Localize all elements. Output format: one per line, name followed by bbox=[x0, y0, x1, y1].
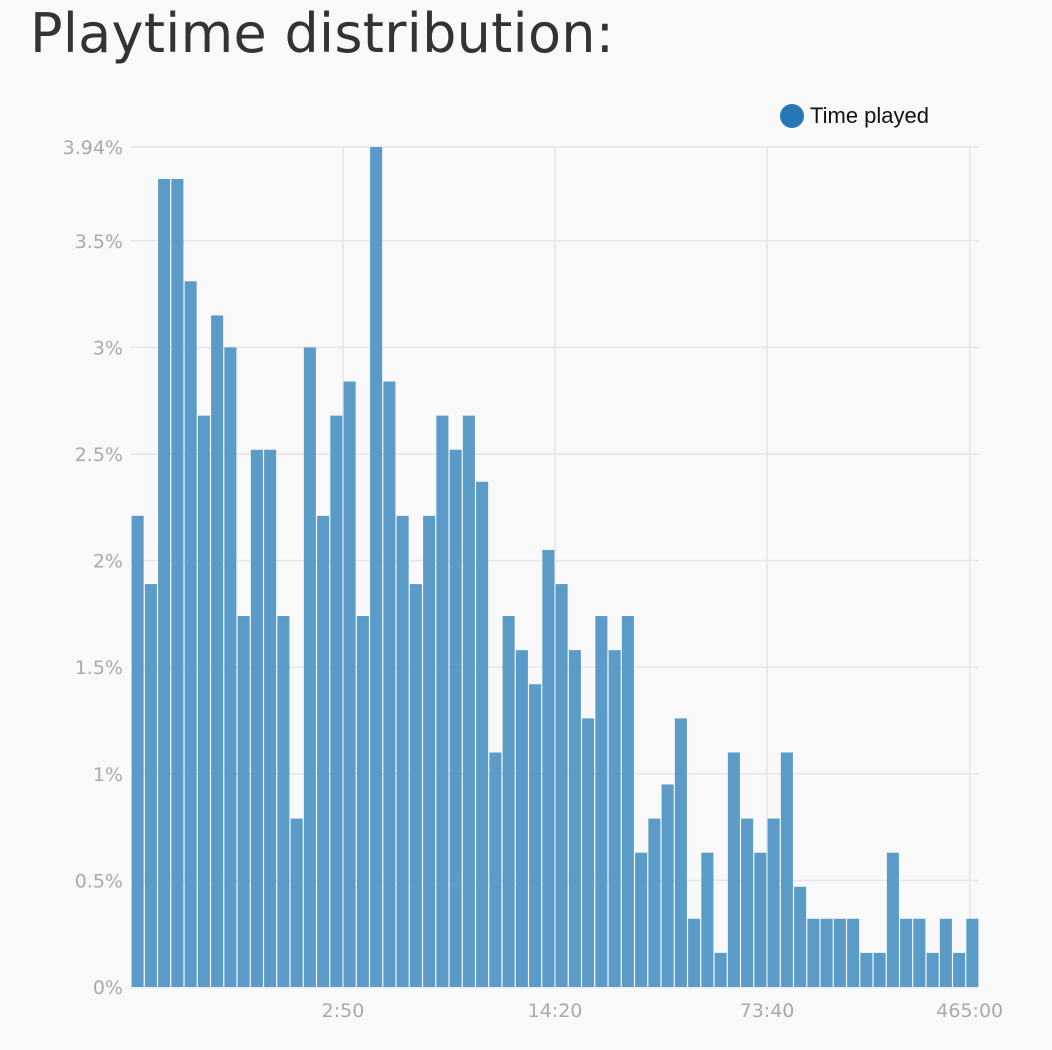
bar[interactable] bbox=[582, 718, 595, 987]
bar[interactable] bbox=[900, 918, 913, 987]
bar[interactable] bbox=[303, 347, 316, 987]
bar[interactable] bbox=[529, 684, 542, 987]
bar[interactable] bbox=[833, 918, 846, 987]
legend-label: Time played bbox=[810, 103, 930, 128]
bar[interactable] bbox=[714, 952, 727, 987]
bar[interactable] bbox=[436, 415, 449, 987]
legend-dot-icon bbox=[780, 104, 804, 128]
x-tick-label: 465:00 bbox=[936, 1000, 1003, 1022]
bar[interactable] bbox=[608, 650, 621, 987]
bar[interactable] bbox=[264, 449, 277, 988]
bar[interactable] bbox=[370, 147, 383, 987]
bar[interactable] bbox=[290, 818, 303, 987]
chart-title: Playtime distribution: bbox=[30, 2, 615, 65]
bar[interactable] bbox=[621, 616, 634, 987]
bar[interactable] bbox=[356, 616, 369, 987]
bar[interactable] bbox=[886, 852, 899, 987]
bar[interactable] bbox=[847, 918, 860, 987]
y-tick-label: 0.5% bbox=[75, 870, 123, 892]
bar[interactable] bbox=[515, 650, 528, 987]
bar[interactable] bbox=[701, 852, 714, 987]
bar[interactable] bbox=[184, 281, 197, 988]
bar[interactable] bbox=[741, 818, 754, 987]
x-tick-label: 2:50 bbox=[322, 1000, 365, 1022]
bar[interactable] bbox=[913, 918, 926, 987]
bar[interactable] bbox=[502, 616, 515, 987]
bar[interactable] bbox=[396, 515, 409, 987]
bar[interactable] bbox=[131, 515, 144, 987]
bar[interactable] bbox=[767, 818, 780, 987]
y-tick-label: 1.5% bbox=[75, 657, 123, 679]
bar[interactable] bbox=[860, 952, 873, 987]
y-tick-label: 2.5% bbox=[75, 444, 123, 466]
bar[interactable] bbox=[449, 449, 462, 988]
y-axis-ticks: 0% 0.5% 1% 1.5% 2% 2.5% 3% 3.5% 3.94% bbox=[63, 137, 123, 999]
bar[interactable] bbox=[542, 549, 555, 987]
bar[interactable] bbox=[794, 886, 807, 987]
bar[interactable] bbox=[317, 515, 330, 987]
legend[interactable]: Time played bbox=[780, 103, 929, 129]
bar[interactable] bbox=[966, 918, 979, 987]
y-tick-label: 3.5% bbox=[75, 231, 123, 253]
bar[interactable] bbox=[171, 178, 184, 988]
bar[interactable] bbox=[873, 952, 886, 987]
y-tick-label: 1% bbox=[93, 764, 123, 786]
bar[interactable] bbox=[807, 918, 820, 987]
bar[interactable] bbox=[568, 650, 581, 987]
bar[interactable] bbox=[674, 718, 687, 987]
x-tick-label: 14:20 bbox=[528, 1000, 583, 1022]
bar[interactable] bbox=[330, 415, 343, 987]
x-tick-label: 73:40 bbox=[740, 1000, 795, 1022]
bar[interactable] bbox=[211, 315, 224, 987]
bar[interactable] bbox=[648, 818, 661, 987]
bar[interactable] bbox=[250, 449, 263, 988]
bar[interactable] bbox=[476, 481, 489, 987]
bar[interactable] bbox=[780, 752, 793, 987]
y-tick-label: 0% bbox=[93, 977, 123, 999]
bar[interactable] bbox=[343, 381, 356, 987]
bar[interactable] bbox=[409, 584, 422, 987]
bar[interactable] bbox=[383, 381, 396, 987]
bar[interactable] bbox=[926, 952, 939, 987]
x-axis-ticks: 2:50 14:20 73:40 465:00 bbox=[322, 1000, 1003, 1022]
bar[interactable] bbox=[754, 852, 767, 987]
bar[interactable] bbox=[423, 515, 436, 987]
bar[interactable] bbox=[939, 918, 952, 987]
bar[interactable] bbox=[197, 415, 210, 987]
bar[interactable] bbox=[595, 616, 608, 987]
bar[interactable] bbox=[144, 584, 157, 987]
bar[interactable] bbox=[953, 952, 966, 987]
bars bbox=[131, 147, 979, 988]
bar[interactable] bbox=[158, 178, 171, 988]
y-tick-label: 2% bbox=[93, 551, 123, 573]
bar[interactable] bbox=[462, 415, 475, 987]
y-tick-label: 3.94% bbox=[63, 137, 123, 159]
bar[interactable] bbox=[661, 784, 674, 987]
bar[interactable] bbox=[489, 752, 502, 987]
bar[interactable] bbox=[555, 584, 568, 987]
bar[interactable] bbox=[224, 347, 237, 987]
bar[interactable] bbox=[237, 616, 250, 987]
bar[interactable] bbox=[277, 616, 290, 987]
bar[interactable] bbox=[727, 752, 740, 987]
bar[interactable] bbox=[688, 918, 701, 987]
y-tick-label: 3% bbox=[93, 337, 123, 359]
bar[interactable] bbox=[635, 852, 648, 987]
bar[interactable] bbox=[820, 918, 833, 987]
